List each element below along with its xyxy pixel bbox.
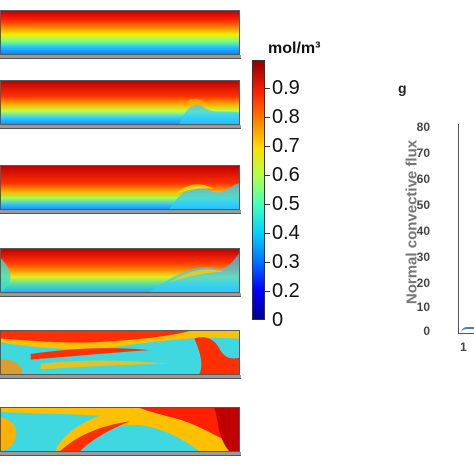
concentration-panel-4 (0, 248, 240, 293)
panel-letter-g: g (398, 80, 407, 96)
x-tick-label: 1 (460, 340, 467, 354)
concentration-panel-5 (0, 330, 240, 375)
colorbar-tick (265, 262, 270, 263)
y-tick-label: 30 (416, 250, 430, 264)
y-tick-label: 80 (416, 120, 430, 134)
colorbar-tick (265, 233, 270, 234)
y-tick-label: 70 (416, 146, 430, 160)
concentration-panel-1 (0, 10, 240, 55)
x-axis-line (458, 333, 474, 334)
colorbar-unit: mol/m³ (268, 40, 321, 57)
panel-4-base (0, 293, 241, 297)
concentration-panel-2 (0, 80, 240, 125)
colorbar-label: 0.5 (272, 193, 300, 215)
colorbar-label: 0.4 (272, 222, 300, 244)
colorbar-tick (265, 88, 270, 89)
y-tick-label: 40 (416, 224, 430, 238)
panel-2-base (0, 125, 241, 129)
colorbar-label: 0.6 (272, 164, 300, 186)
y-tick-label: 50 (416, 198, 430, 212)
panel-1-base (0, 55, 241, 59)
colorbar-tick (265, 291, 270, 292)
y-tick-label: 10 (416, 300, 430, 314)
colorbar-label: 0.3 (272, 251, 300, 273)
panel-3-base (0, 210, 241, 214)
y-axis-line (458, 124, 459, 334)
data-curve (461, 327, 474, 333)
colorbar-tick (265, 175, 270, 176)
colorbar-label: 0.9 (272, 77, 300, 99)
colorbar-label: 0.7 (272, 135, 300, 157)
colorbar-label: 0 (272, 309, 284, 331)
panel-5-base (0, 375, 241, 379)
colorbar-tick (265, 204, 270, 205)
concentration-panel-3 (0, 165, 240, 210)
colorbar (252, 60, 265, 320)
y-tick-label: 20 (416, 276, 430, 290)
panel-6-base (0, 452, 241, 456)
colorbar-label: 0.2 (272, 280, 300, 302)
colorbar-label: 0.8 (272, 106, 300, 128)
concentration-panel-6 (0, 407, 240, 452)
colorbar-tick (265, 146, 270, 147)
y-tick-label: 60 (416, 172, 430, 186)
y-tick-label: 0 (423, 324, 430, 338)
colorbar-tick (265, 117, 270, 118)
